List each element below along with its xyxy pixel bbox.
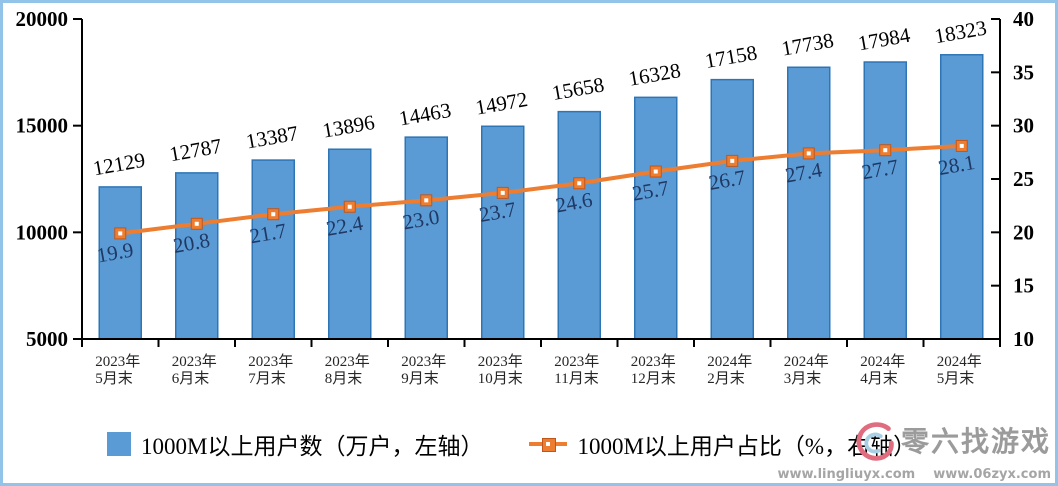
bar (328, 148, 372, 340)
bar-series-swatch (107, 432, 131, 456)
right-axis-tick-label: 30 (1013, 114, 1034, 138)
x-category-label: 2023年 7月末 (248, 353, 293, 387)
legend-item-line-series: 1000M以上用户占比（%，右轴） (529, 427, 916, 461)
line-marker-dot (347, 204, 352, 209)
bar-value-label: 15658 (550, 72, 606, 105)
x-category-label: 2024年 4月末 (860, 353, 905, 387)
bar (634, 96, 678, 340)
left-axis-tick-label: 10000 (16, 220, 69, 244)
line-marker-dot (653, 169, 658, 174)
bar (251, 159, 295, 340)
bar-value-label: 13896 (321, 110, 377, 143)
bar (940, 54, 984, 340)
bar-value-label: 17738 (780, 28, 836, 61)
line-marker-dot (806, 151, 811, 156)
bar-value-label: 14463 (397, 98, 453, 131)
line-marker-dot (194, 221, 199, 226)
bar (404, 136, 448, 340)
left-axis-tick-label: 15000 (16, 114, 69, 138)
line-marker-dot (577, 181, 582, 186)
bar (710, 78, 754, 340)
bar-value-label: 17158 (703, 40, 759, 73)
line-series-swatch (529, 437, 568, 452)
bar-value-label: 12129 (91, 148, 147, 181)
bar (557, 110, 601, 340)
bar (481, 125, 525, 340)
line-marker-dot (424, 198, 429, 203)
bar-value-label: 17984 (856, 23, 912, 56)
x-category-label: 2023年 11月末 (554, 353, 599, 387)
x-category-label: 2023年 10月末 (478, 353, 523, 387)
line-marker-dot (271, 212, 276, 217)
legend-label-line-series: 1000M以上用户占比（%，右轴） (577, 434, 917, 459)
left-axis-tick-label: 20000 (16, 7, 69, 31)
legend-item-bar-series: 1000M以上用户数（万户，左轴） (107, 427, 483, 461)
bar-value-label: 12787 (168, 134, 224, 167)
x-category-label: 2024年 2月末 (707, 353, 752, 387)
left-axis-tick-label: 5000 (26, 327, 68, 351)
combo-chart: 20000 15000 10000 5000 40 35 30 25 20 15 10 2023年 5月… (16, 7, 1035, 387)
bar (787, 66, 831, 340)
line-marker-dot (118, 231, 123, 236)
x-category-label: 2024年 5月末 (937, 353, 982, 387)
bar-value-label: 16328 (627, 58, 683, 91)
legend-label-bar-series: 1000M以上用户数（万户，左轴） (141, 434, 484, 459)
bar-value-label: 14972 (474, 87, 530, 120)
x-category-label: 2024年 3月末 (784, 353, 829, 387)
bar (98, 186, 142, 340)
right-axis-tick-label: 15 (1013, 274, 1034, 298)
x-category-label: 2023年 9月末 (401, 353, 446, 387)
line-marker-dot (959, 143, 964, 148)
line-swatch-marker-dot (546, 442, 551, 446)
line-marker-dot (883, 148, 888, 153)
bar (175, 172, 219, 340)
line-series (118, 143, 964, 236)
legend: 1000M以上用户数（万户，左轴） 1000M以上用户占比（%，右轴） (107, 427, 916, 461)
x-category-label: 2023年 12月末 (631, 353, 676, 387)
right-axis-tick-label: 40 (1013, 7, 1034, 31)
x-category-label: 2023年 5月末 (95, 353, 140, 387)
line-marker-dot (500, 190, 505, 195)
bar (863, 61, 907, 340)
bar-value-label: 18323 (933, 16, 989, 49)
bar-value-label: 13387 (244, 121, 300, 154)
right-axis-tick-label: 20 (1013, 220, 1034, 244)
x-category-label: 2023年 6月末 (172, 353, 217, 387)
right-axis-tick-label: 10 (1013, 327, 1034, 351)
right-axis-tick-label: 25 (1013, 167, 1034, 191)
line-marker-dot (730, 158, 735, 163)
x-category-label: 2023年 8月末 (325, 353, 370, 387)
right-axis-tick-label: 35 (1013, 60, 1034, 84)
